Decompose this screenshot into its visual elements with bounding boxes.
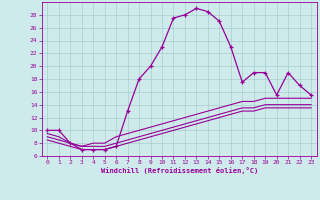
X-axis label: Windchill (Refroidissement éolien,°C): Windchill (Refroidissement éolien,°C) bbox=[100, 167, 258, 174]
